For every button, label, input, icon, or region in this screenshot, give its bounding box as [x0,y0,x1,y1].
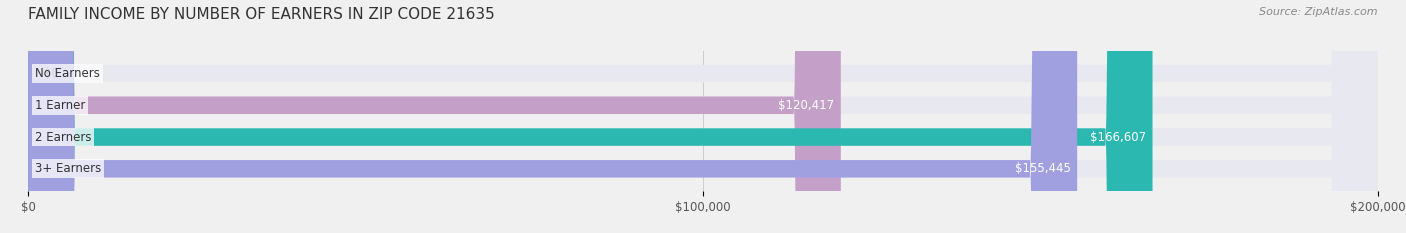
Text: 3+ Earners: 3+ Earners [35,162,101,175]
FancyBboxPatch shape [28,0,1153,233]
FancyBboxPatch shape [28,0,1378,233]
FancyBboxPatch shape [28,0,841,233]
Text: $166,607: $166,607 [1090,130,1146,144]
Text: No Earners: No Earners [35,67,100,80]
Text: 2 Earners: 2 Earners [35,130,91,144]
Text: Source: ZipAtlas.com: Source: ZipAtlas.com [1260,7,1378,17]
Text: $0: $0 [45,67,59,80]
Text: 1 Earner: 1 Earner [35,99,86,112]
FancyBboxPatch shape [28,0,1378,233]
Text: FAMILY INCOME BY NUMBER OF EARNERS IN ZIP CODE 21635: FAMILY INCOME BY NUMBER OF EARNERS IN ZI… [28,7,495,22]
Text: $155,445: $155,445 [1015,162,1070,175]
FancyBboxPatch shape [28,0,1378,233]
FancyBboxPatch shape [28,0,1378,233]
FancyBboxPatch shape [28,0,1077,233]
Text: $120,417: $120,417 [778,99,834,112]
